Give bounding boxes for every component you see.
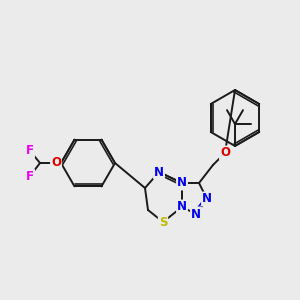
Text: N: N: [191, 208, 201, 220]
Text: O: O: [220, 146, 230, 160]
Text: F: F: [26, 145, 34, 158]
Text: N: N: [202, 193, 212, 206]
Text: F: F: [26, 169, 34, 182]
Text: N: N: [154, 166, 164, 178]
Text: S: S: [159, 215, 167, 229]
Text: O: O: [51, 157, 61, 169]
Text: N: N: [177, 176, 187, 190]
Text: N: N: [177, 200, 187, 214]
